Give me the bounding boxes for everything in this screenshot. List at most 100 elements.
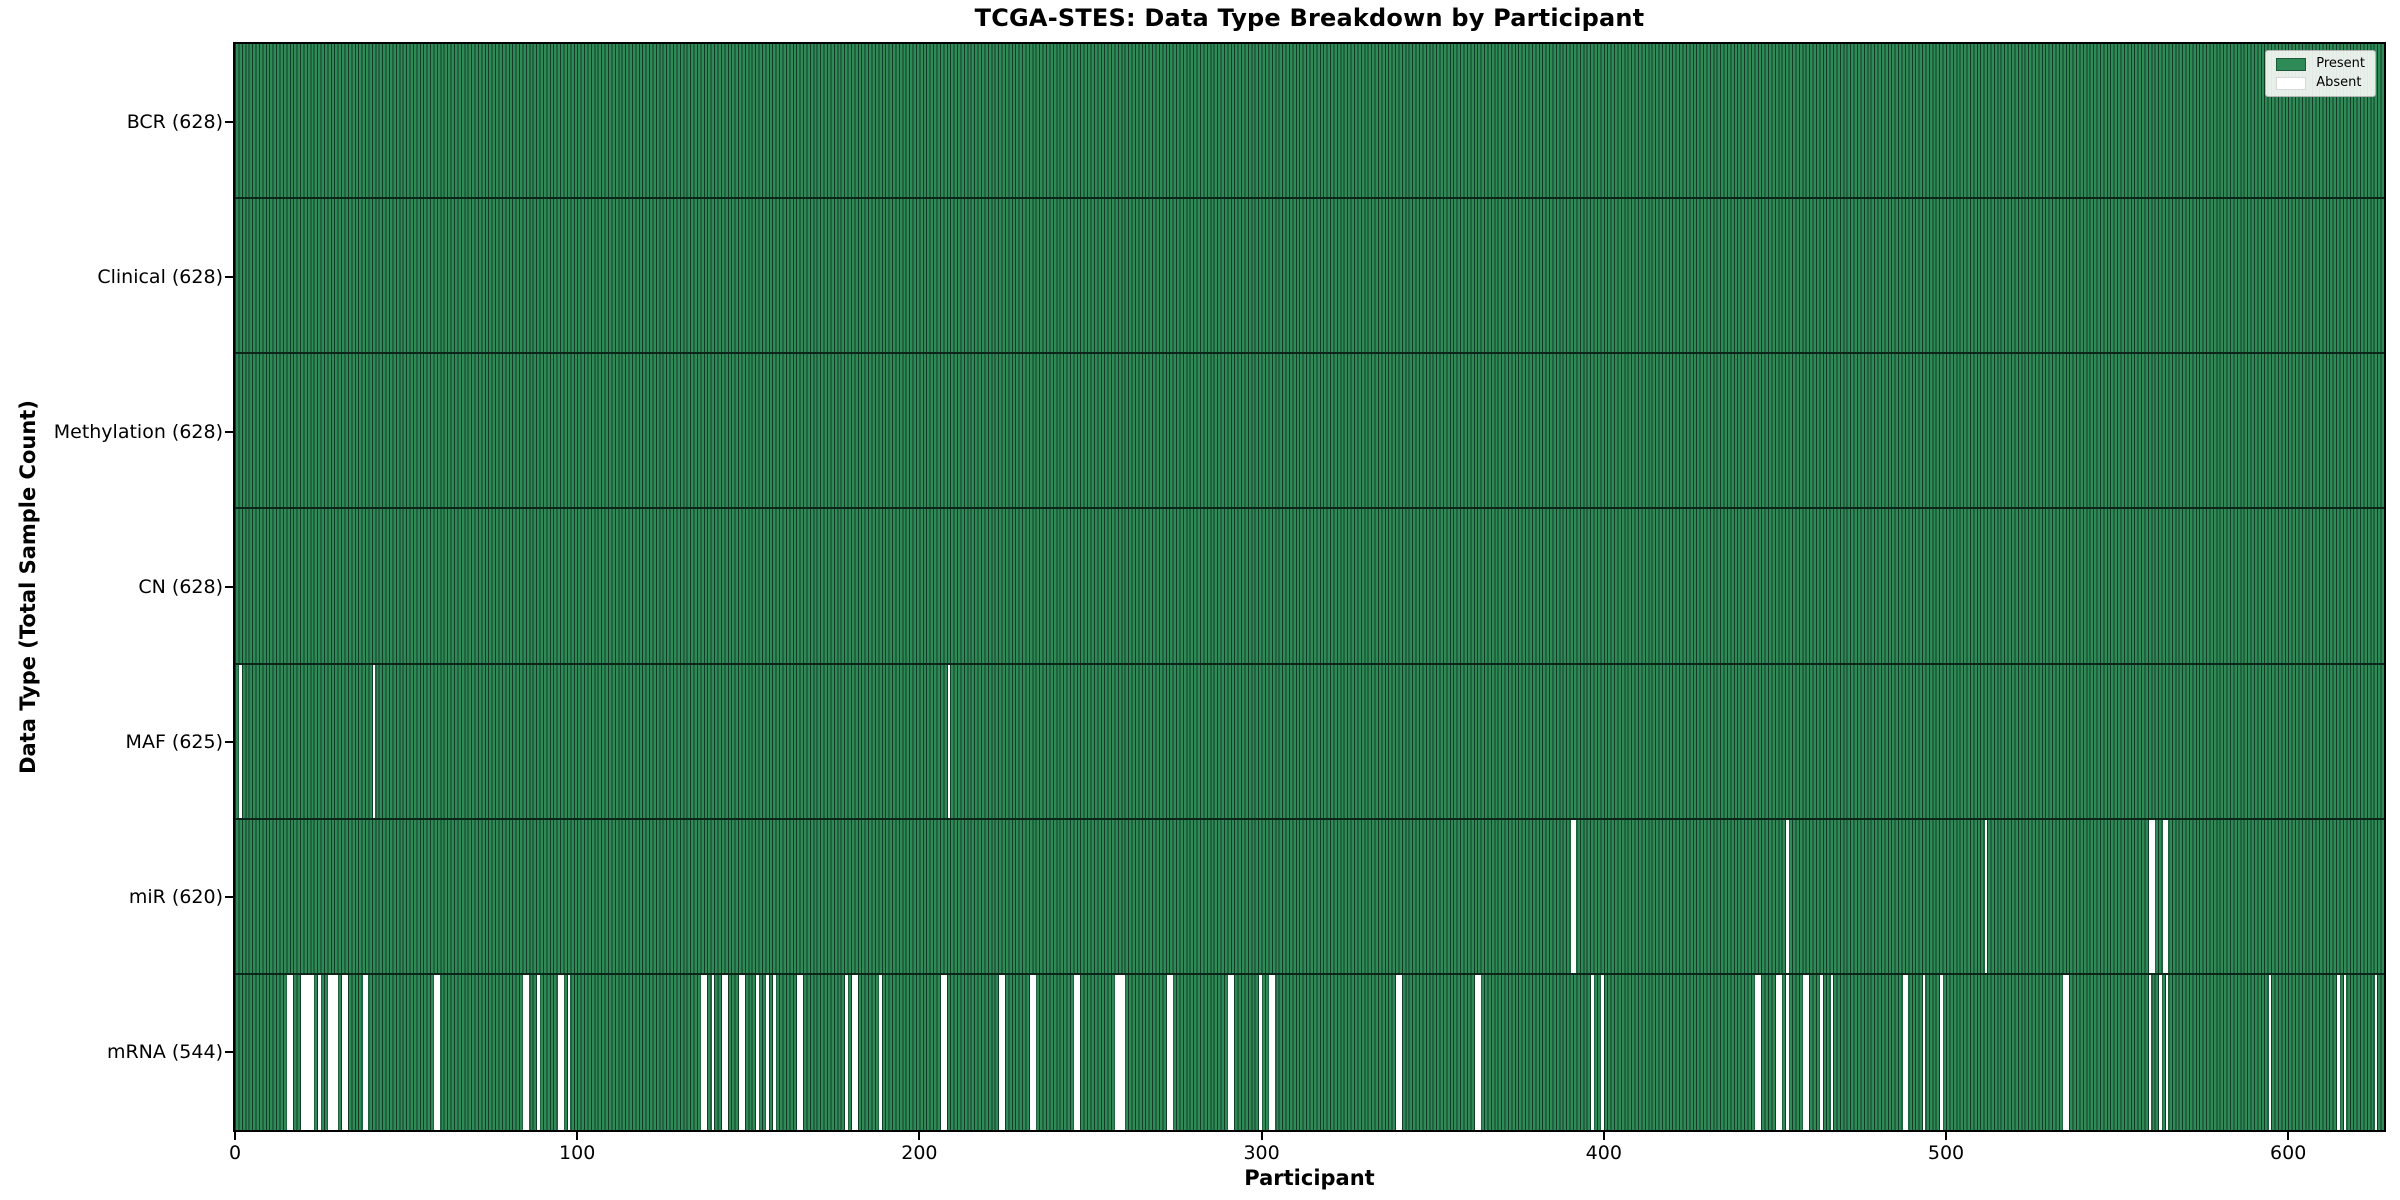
- absent-mark: [879, 974, 882, 1130]
- absent-mark: [523, 974, 530, 1130]
- absent-mark: [1029, 974, 1036, 1130]
- ytick-mark: [225, 430, 233, 433]
- absent-mark: [851, 974, 858, 1130]
- xtick-label-600: 600: [2270, 1142, 2307, 1164]
- legend-label-absent: Absent: [2316, 75, 2362, 90]
- absent-mark: [1786, 819, 1789, 973]
- xtick-label-0: 0: [228, 1142, 242, 1164]
- absent-mark: [701, 974, 708, 1130]
- plot-area: Present Absent: [233, 42, 2386, 1132]
- xtick-label-200: 200: [901, 1142, 938, 1164]
- absent-mark: [2063, 974, 2070, 1130]
- row-band-CN: [235, 509, 2384, 665]
- absent-mark: [2374, 974, 2378, 1130]
- xtick-mark: [1602, 1132, 1605, 1140]
- absent-mark: [1902, 974, 1909, 1130]
- ytick-label-CN: CN (628): [138, 576, 223, 598]
- absent-mark: [845, 974, 848, 1130]
- absent-mark: [342, 974, 348, 1130]
- absent-mark: [2148, 974, 2152, 1130]
- ytick-mark: [225, 1051, 233, 1054]
- absent-mark: [318, 974, 321, 1130]
- absent-mark: [711, 974, 715, 1130]
- absent-mark: [1166, 974, 1173, 1130]
- row-band-Clinical: [235, 199, 2384, 355]
- absent-mark: [2148, 819, 2155, 973]
- xtick-mark: [576, 1132, 579, 1140]
- absent-mark: [1923, 974, 1926, 1130]
- absent-mark: [239, 664, 242, 818]
- absent-mark: [773, 974, 776, 1130]
- xtick-label-100: 100: [559, 1142, 596, 1164]
- row-band-mRNA: [235, 974, 2384, 1130]
- absent-mark: [2343, 974, 2347, 1130]
- xtick-mark: [234, 1132, 236, 1140]
- ytick-mark: [225, 586, 233, 588]
- absent-mark: [1820, 974, 1823, 1130]
- absent-mark: [1269, 974, 1276, 1130]
- absent-mark: [1755, 974, 1762, 1130]
- absent-mark: [434, 974, 441, 1130]
- absent-mark: [2159, 974, 2162, 1130]
- absent-mark: [739, 974, 745, 1130]
- absent-mark: [2337, 974, 2340, 1130]
- row-band-BCR: [235, 44, 2384, 200]
- row-band-Methylation: [235, 354, 2384, 510]
- legend: Present Absent: [2265, 50, 2376, 97]
- absent-mark: [1940, 974, 1943, 1130]
- absent-mark: [756, 974, 759, 1130]
- xtick-mark: [918, 1132, 921, 1140]
- ytick-label-MAF: MAF (625): [125, 731, 223, 754]
- absent-mark: [287, 974, 294, 1130]
- absent-mark: [1396, 974, 1402, 1130]
- absent-mark: [1803, 974, 1810, 1130]
- absent-mark: [301, 974, 314, 1130]
- absent-mark: [721, 974, 728, 1130]
- ytick-label-Clinical: Clinical (628): [97, 265, 223, 288]
- xtick-mark: [1944, 1132, 1947, 1140]
- xtick-label-500: 500: [1927, 1142, 1965, 1164]
- chart-title: TCGA-STES: Data Type Breakdown by Partic…: [974, 4, 1645, 32]
- absent-mark: [2268, 974, 2272, 1130]
- xtick-mark: [2287, 1132, 2290, 1140]
- absent-mark: [947, 664, 951, 818]
- absent-mark: [1601, 974, 1604, 1130]
- absent-mark: [328, 974, 338, 1130]
- xtick-label-300: 300: [1243, 1142, 1280, 1164]
- absent-mark: [1474, 974, 1481, 1130]
- absent-mark: [567, 974, 571, 1130]
- x-axis-label: Participant: [1244, 1166, 1375, 1190]
- ytick-label-mRNA: mRNA (544): [106, 1041, 223, 1064]
- row-band-MAF: [235, 664, 2384, 820]
- absent-mark: [1775, 974, 1782, 1130]
- legend-label-present: Present: [2316, 56, 2365, 71]
- absent-mark: [1570, 819, 1577, 973]
- ytick-mark: [225, 275, 233, 278]
- absent-mark: [1786, 974, 1789, 1130]
- absent-mark: [1984, 819, 1988, 973]
- absent-mark: [1259, 974, 1262, 1130]
- absent-mark: [1228, 974, 1235, 1130]
- xtick-mark: [1260, 1132, 1263, 1140]
- absent-mark: [940, 974, 947, 1130]
- xtick-label-400: 400: [1585, 1142, 1622, 1164]
- absent-mark: [999, 974, 1005, 1130]
- absent-mark: [537, 974, 540, 1130]
- absent-mark: [1074, 974, 1081, 1130]
- absent-mark: [1115, 974, 1125, 1130]
- absent-mark: [362, 974, 369, 1130]
- ytick-label-miR: miR (620): [128, 886, 223, 909]
- legend-item-absent: Absent: [2276, 76, 2365, 90]
- ytick-label-Methylation: Methylation (628): [53, 420, 223, 443]
- absent-mark: [1830, 974, 1834, 1130]
- absent-mark: [2162, 819, 2169, 973]
- legend-item-present: Present: [2276, 57, 2365, 71]
- row-band-miR: [235, 819, 2384, 975]
- absent-mark: [2165, 974, 2169, 1130]
- legend-swatch-absent-icon: [2276, 76, 2307, 90]
- legend-swatch-present-icon: [2276, 57, 2307, 71]
- absent-mark: [766, 974, 769, 1130]
- absent-mark: [372, 664, 376, 818]
- ytick-mark: [225, 120, 233, 123]
